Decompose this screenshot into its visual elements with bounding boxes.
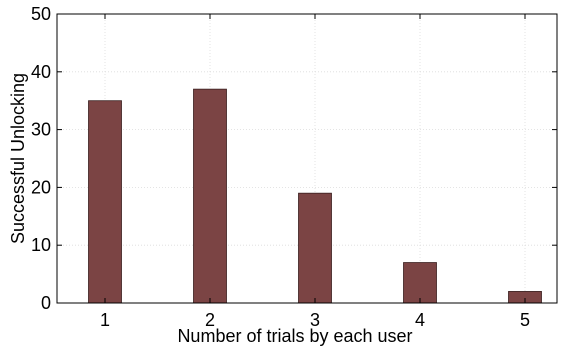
bar-4 xyxy=(403,262,437,304)
bars xyxy=(88,88,542,304)
y-tick-label: 10 xyxy=(31,235,51,255)
y-tick-label: 40 xyxy=(31,62,51,82)
y-tick-label: 50 xyxy=(31,4,51,24)
y-tick-label: 30 xyxy=(31,120,51,140)
x-tick-label: 3 xyxy=(310,310,320,330)
bar-3 xyxy=(298,192,332,304)
x-axis-title: Number of trials by each user xyxy=(177,326,412,346)
x-tick-labels: 1 2 3 4 5 xyxy=(100,310,530,330)
bar-1 xyxy=(88,100,122,304)
x-tick-label: 2 xyxy=(205,310,215,330)
y-tick-labels: 0 10 20 30 40 50 xyxy=(31,4,51,313)
x-tick-label: 1 xyxy=(100,310,110,330)
y-tick-label: 20 xyxy=(31,177,51,197)
x-tick-label: 4 xyxy=(415,310,425,330)
y-tick-label: 0 xyxy=(41,293,51,313)
tick-marks xyxy=(57,13,557,304)
x-tick-label: 5 xyxy=(520,310,530,330)
bar-2 xyxy=(193,88,227,304)
y-axis-title: Successful Unlocking xyxy=(8,73,28,244)
plot-frame xyxy=(56,13,558,304)
